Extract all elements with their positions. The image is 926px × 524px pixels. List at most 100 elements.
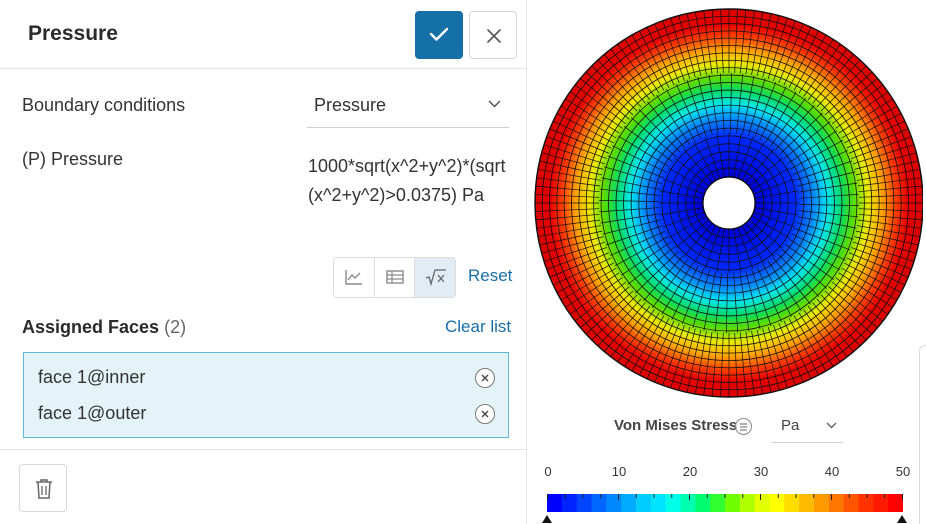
mesh-spoke [846, 257, 905, 286]
colorbar-segment [754, 494, 770, 512]
mesh-spoke [569, 277, 623, 315]
legend-tick-label: 20 [682, 464, 698, 479]
mesh-spoke [549, 252, 610, 278]
graph-mode-button[interactable] [334, 258, 375, 297]
mesh-spoke [753, 178, 795, 195]
confirm-button[interactable] [415, 11, 463, 59]
mesh-spoke [781, 248, 828, 289]
mesh-spoke [539, 230, 603, 246]
mesh-spoke [778, 23, 804, 84]
mesh-spoke [600, 213, 660, 224]
panel-title: Pressure [28, 22, 118, 45]
max-marker-icon[interactable] [896, 514, 908, 524]
side-panel-handle[interactable] [919, 345, 926, 524]
remove-face-button[interactable] [475, 404, 495, 424]
boundary-conditions-value: Pressure [314, 95, 387, 115]
colorbar [547, 494, 903, 512]
delete-button[interactable] [19, 464, 67, 512]
mesh-spoke [824, 71, 873, 116]
formula-mode-button[interactable] [415, 258, 455, 297]
mesh-spoke [856, 225, 921, 238]
mesh-spoke [678, 15, 696, 78]
mesh-spoke [733, 134, 742, 178]
input-mode-toggle [333, 257, 456, 298]
mesh-ring [653, 127, 805, 279]
mesh-spoke [737, 137, 754, 179]
mesh-spoke [793, 34, 827, 91]
close-icon [487, 29, 501, 43]
mesh-spoke [748, 219, 783, 249]
mesh-spoke [812, 302, 854, 352]
mesh-ring [600, 74, 858, 332]
mesh-spoke [643, 255, 684, 302]
mesh-spoke [681, 268, 705, 325]
close-button[interactable] [469, 11, 517, 59]
reset-link[interactable]: Reset [468, 266, 513, 285]
boundary-conditions-select[interactable]: Pressure [307, 84, 509, 128]
mesh-spoke [638, 109, 681, 153]
mesh-spoke [597, 59, 642, 108]
clear-list-link[interactable]: Clear list [445, 317, 512, 336]
mesh-spoke [745, 331, 755, 396]
mesh-spoke [553, 120, 612, 149]
mesh-spoke [745, 222, 775, 257]
legend-tick-label: 30 [753, 464, 769, 479]
stress-contour-plot[interactable] [533, 1, 923, 403]
mesh-spoke [820, 294, 867, 341]
mesh-spoke [803, 43, 841, 97]
colorbar-segment [561, 494, 578, 512]
mesh-spoke [851, 247, 912, 270]
mesh-spoke [647, 101, 686, 149]
mesh-spoke [854, 236, 917, 254]
min-marker-icon[interactable] [541, 514, 553, 524]
face-item[interactable]: face 1@inner [38, 367, 146, 387]
pressure-expression[interactable]: 1000*sqrt(x^2+y^2)*(sqrt(x^2+y^2)>0.0375… [308, 156, 506, 205]
mesh-spoke [585, 290, 634, 335]
mesh-spoke [668, 215, 707, 239]
mesh-spoke [795, 160, 853, 181]
mesh-spoke [790, 139, 844, 170]
mesh-spoke [803, 309, 841, 363]
face-item[interactable]: face 1@outer [38, 403, 147, 423]
mesh-spoke [841, 267, 898, 301]
mesh-spoke [838, 98, 893, 134]
mesh-spoke [767, 17, 788, 80]
legend-menu-button[interactable] [735, 418, 752, 435]
mesh-spoke [591, 65, 638, 112]
assigned-faces-title: Assigned Faces (2) [22, 317, 186, 338]
pressure-label: (P) Pressure [22, 149, 124, 169]
colorbar-segment [650, 494, 667, 512]
mesh-spoke [676, 83, 702, 140]
mesh-spoke [807, 305, 848, 358]
mesh-spoke [686, 13, 702, 77]
mesh-spoke [585, 71, 634, 116]
mesh-spoke [537, 168, 602, 181]
mesh-spoke [835, 91, 889, 129]
panel-header: Pressure [0, 0, 527, 69]
mesh-spoke [751, 11, 764, 76]
close-icon [481, 374, 489, 382]
colorbar-segment [784, 494, 800, 512]
unit-select[interactable]: Pa [771, 409, 843, 443]
mesh-spoke [546, 247, 607, 270]
trash-icon [36, 479, 52, 499]
mesh-spoke [535, 213, 600, 221]
mesh-spoke [785, 244, 835, 280]
mesh-spoke [754, 207, 798, 216]
mesh-spoke [751, 330, 764, 395]
mesh-spoke [858, 208, 923, 212]
mesh-spoke [742, 75, 755, 135]
colorbar-segment [710, 494, 726, 512]
mesh-spoke [852, 241, 915, 262]
mesh-spoke [539, 160, 603, 176]
table-mode-button[interactable] [374, 258, 416, 297]
remove-face-button[interactable] [475, 368, 495, 388]
mesh-spoke [844, 113, 902, 144]
mesh-spoke [660, 190, 704, 199]
mesh-spoke [605, 225, 663, 246]
mesh-spoke [675, 219, 710, 249]
mesh-spoke [745, 149, 775, 184]
mesh-spoke [792, 150, 849, 176]
viewer-canvas[interactable] [528, 0, 926, 524]
mesh-spoke [692, 270, 710, 328]
